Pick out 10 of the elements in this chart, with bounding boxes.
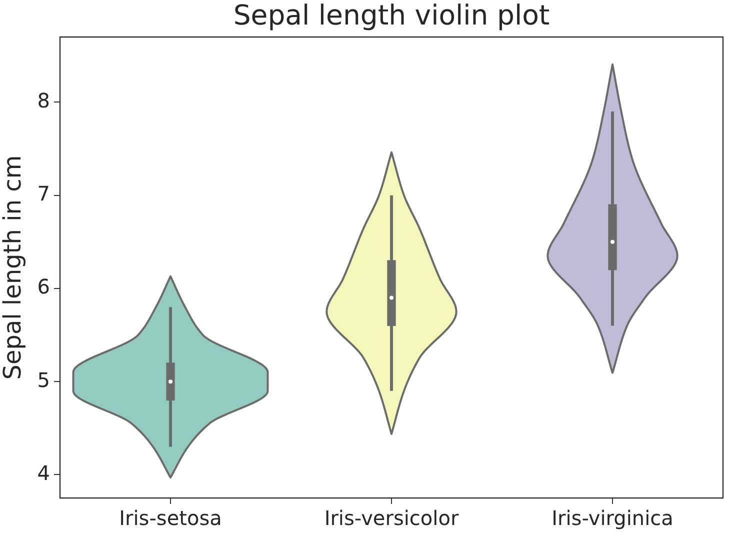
y-tick-label: 7 (37, 182, 50, 206)
chart-title: Sepal length violin plot (233, 0, 550, 32)
x-tick-label: Iris-setosa (119, 506, 222, 530)
y-axis-title: Sepal length in cm (0, 155, 27, 380)
y-tick-label: 6 (37, 274, 50, 299)
y-tick-label: 8 (37, 88, 50, 112)
y-tick-label: 4 (37, 460, 50, 485)
x-tick-label: Iris-versicolor (324, 506, 460, 530)
y-tick-label: 5 (37, 368, 50, 392)
x-tick-label: Iris-virginica (552, 506, 674, 530)
